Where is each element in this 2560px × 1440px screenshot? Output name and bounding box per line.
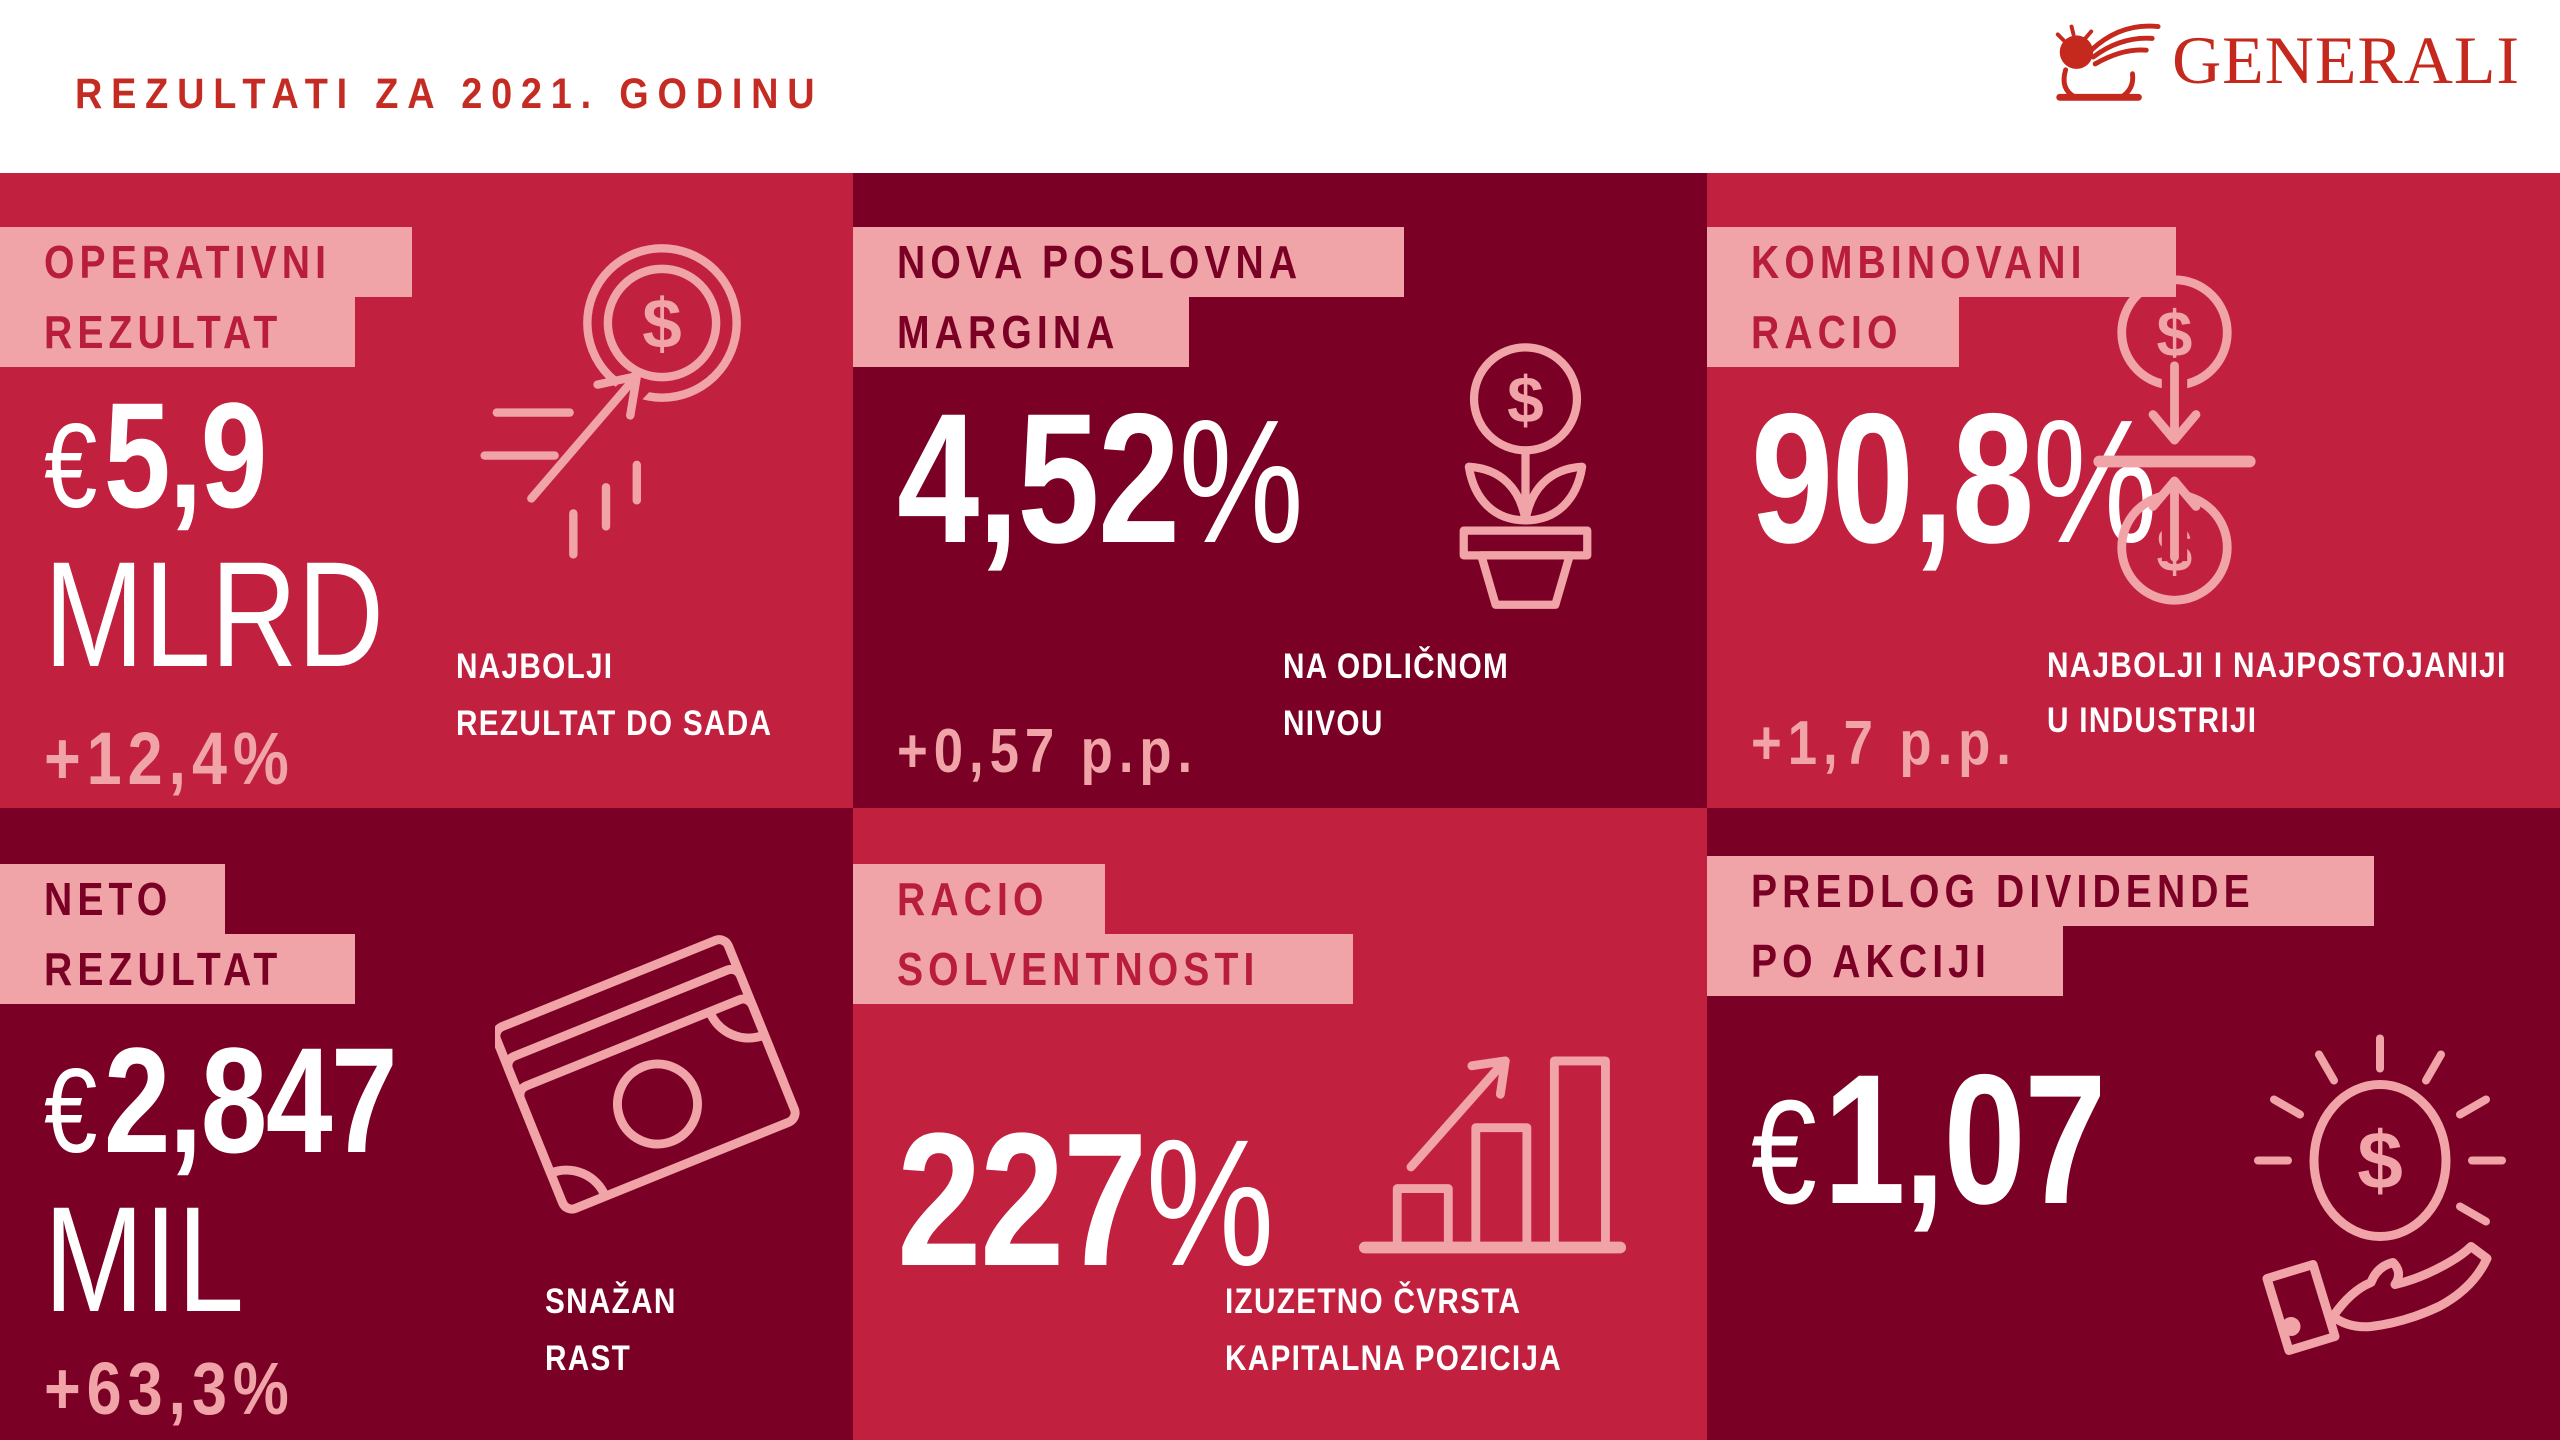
metric-delta: +1,7 p.p. — [1751, 709, 2017, 778]
value-number: 90,8 — [1751, 376, 2034, 582]
metric-delta: +63,3% — [44, 1347, 295, 1430]
money-plant-icon: $ — [1459, 343, 1592, 609]
title-line: OPERATIVNI — [44, 236, 332, 288]
dollar-ratio-arrows-icon: $ $ — [2093, 275, 2256, 605]
metric-delta: +0,57 p.p. — [897, 717, 1199, 786]
svg-text:$: $ — [642, 285, 681, 364]
currency-symbol: € — [44, 1044, 98, 1178]
value-suffix: % — [1145, 1103, 1275, 1304]
title-highlight: RACIO — [1707, 297, 1960, 367]
value-number: 227 — [897, 1094, 1147, 1306]
metric-note: NAJBOLJI I NAJPOSTOJANIJI U INDUSTRIJI — [2047, 638, 2560, 748]
title-highlight: NOVA POSLOVNA — [853, 227, 1404, 297]
panel-nova-poslovna-margina: NOVA POSLOVNA MARGINA 4,52% +0,57 p.p. N… — [853, 173, 1707, 808]
header: REZULTATI ZA 2021. GODINU GENERALI — [0, 0, 2560, 173]
panel-title: RACIO SOLVENTNOSTI — [853, 864, 1354, 1004]
panel-title: NETO REZULTAT — [0, 864, 355, 1004]
svg-text:$: $ — [1507, 363, 1544, 437]
panel-kombinovani-racio: KOMBINOVANI RACIO 90,8% +1,7 p.p. NAJBOL… — [1707, 173, 2560, 808]
title-line: NETO — [44, 873, 173, 925]
metric-value: €5,9 MLRD — [44, 380, 469, 689]
metric-note: NAJBOLJI REZULTAT DO SADA — [456, 638, 828, 752]
title-line: RACIO — [1751, 306, 1903, 358]
coin-in-hand-icon: $ — [2254, 1034, 2506, 1355]
value-number: 5,9 — [103, 371, 268, 539]
metric-note: IZUZETNO ČVRSTA KAPITALNA POZICIJA — [1225, 1273, 1621, 1387]
note-line: SNAŽAN — [545, 1282, 677, 1321]
note-line: NA ODLIČNOM — [1283, 647, 1510, 686]
title-line: NOVA POSLOVNA — [897, 236, 1303, 288]
title-highlight: NETO — [0, 864, 225, 934]
title-highlight: OPERATIVNI — [0, 227, 412, 297]
panel-title: NOVA POSLOVNA MARGINA — [853, 227, 1404, 367]
value-number: 2,847 — [103, 1016, 398, 1184]
panel-title: KOMBINOVANI RACIO — [1707, 227, 2176, 367]
metric-value: 4,52% — [897, 385, 1405, 574]
title-highlight: REZULTAT — [0, 297, 355, 367]
metric-value: 90,8% — [1751, 385, 2259, 574]
title-line: KOMBINOVANI — [1751, 236, 2087, 288]
title-highlight: REZULTAT — [0, 934, 355, 1004]
note-line: NIVOU — [1283, 704, 1384, 743]
panel-predlog-dividende: PREDLOG DIVIDENDE PO AKCIJI €1,07 $ — [1707, 808, 2560, 1440]
generali-wordmark: GENERALI — [2172, 22, 2520, 98]
kpi-grid: OPERATIVNI REZULTAT €5,9 MLRD +12,4% NAJ… — [0, 173, 2560, 1440]
title-highlight: KOMBINOVANI — [1707, 227, 2176, 297]
value-suffix: % — [1178, 384, 1304, 580]
title-highlight: PREDLOG DIVIDENDE — [1707, 856, 2374, 926]
metric-value: €1,07 — [1751, 1046, 2193, 1235]
metric-note: NA ODLIČNOM NIVOU — [1283, 638, 1549, 752]
value-unit: MIL — [44, 1175, 245, 1343]
title-line: RACIO — [897, 873, 1049, 925]
title-highlight: MARGINA — [853, 297, 1189, 367]
note-line: NAJBOLJI I NAJPOSTOJANIJI — [2047, 646, 2507, 685]
value-suffix: % — [2032, 384, 2158, 580]
title-line: PREDLOG DIVIDENDE — [1751, 865, 2255, 917]
growth-bar-chart-icon — [1358, 1056, 1627, 1254]
title-line: MARGINA — [897, 306, 1120, 358]
note-line: REZULTAT DO SADA — [456, 704, 773, 743]
value-unit: MLRD — [44, 530, 385, 698]
banknotes-icon — [495, 935, 800, 1214]
page-title: REZULTATI ZA 2021. GODINU — [75, 70, 925, 119]
title-line: REZULTAT — [44, 306, 283, 358]
page-title-text: REZULTATI ZA 2021. GODINU — [75, 70, 824, 118]
title-highlight: PO AKCIJI — [1707, 926, 2064, 996]
metric-value: €2,847 MIL — [44, 1025, 484, 1334]
note-line: NAJBOLJI — [456, 647, 614, 686]
generali-logo: GENERALI — [2044, 14, 2520, 106]
value-number: 4,52 — [897, 376, 1180, 582]
title-highlight: RACIO — [853, 864, 1106, 934]
title-line: REZULTAT — [44, 943, 283, 995]
note-line: IZUZETNO ČVRSTA — [1225, 1282, 1522, 1321]
metric-delta: +12,4% — [44, 717, 295, 800]
panel-operativni-rezultat: OPERATIVNI REZULTAT €5,9 MLRD +12,4% NAJ… — [0, 173, 853, 808]
coin-growth-arrow-icon: $ — [480, 244, 741, 559]
title-line: SOLVENTNOSTI — [897, 943, 1260, 995]
metric-note: SNAŽAN RAST — [545, 1273, 700, 1387]
title-highlight: SOLVENTNOSTI — [853, 934, 1354, 1004]
currency-symbol: € — [1751, 1070, 1817, 1235]
note-line: KAPITALNA POZICIJA — [1225, 1339, 1562, 1378]
title-line: PO AKCIJI — [1751, 935, 1991, 987]
note-line: U INDUSTRIJI — [2047, 701, 2258, 740]
svg-text:$: $ — [2357, 1116, 2403, 1207]
generali-lion-icon — [2055, 23, 2161, 101]
note-line: RAST — [545, 1339, 632, 1378]
currency-symbol: € — [44, 399, 98, 533]
panel-title: OPERATIVNI REZULTAT — [0, 227, 412, 367]
panel-neto-rezultat: NETO REZULTAT €2,847 MIL +63,3% SNAŽAN R… — [0, 808, 853, 1440]
panel-title: PREDLOG DIVIDENDE PO AKCIJI — [1707, 856, 2374, 996]
value-number: 1,07 — [1823, 1037, 2106, 1243]
panel-racio-solventnosti: RACIO SOLVENTNOSTI 227% IZUZETNO ČVRSTA … — [853, 808, 1707, 1440]
metric-value: 227% — [897, 1103, 1369, 1298]
